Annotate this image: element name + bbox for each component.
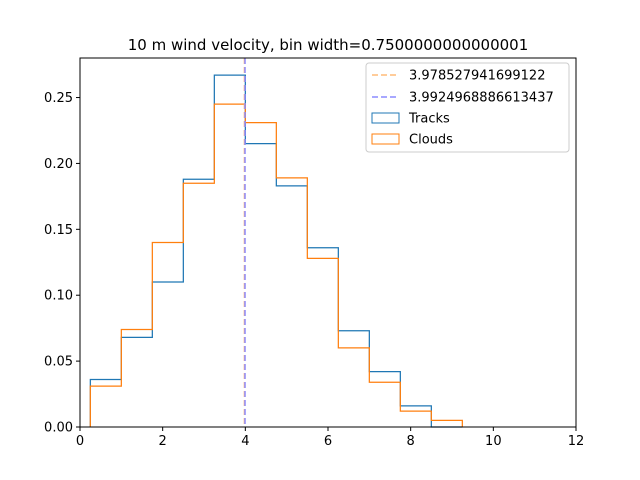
y-tick-label: 0.25 xyxy=(44,91,73,106)
y-tick-label: 0.05 xyxy=(44,355,73,370)
x-tick-label: 8 xyxy=(407,434,415,449)
clouds-bin-bar xyxy=(307,258,338,427)
clouds-bin-bar xyxy=(90,386,121,427)
y-tick-label: 0.20 xyxy=(44,157,73,172)
x-tick-label: 10 xyxy=(485,434,502,449)
y-tick-label: 0.15 xyxy=(44,223,73,238)
clouds-bin-bar xyxy=(400,411,431,427)
legend-label: Tracks xyxy=(408,112,450,127)
clouds-bin-bar xyxy=(245,123,276,427)
x-tick-label: 2 xyxy=(159,434,167,449)
legend-patch-swatch xyxy=(371,112,400,124)
x-tick-label: 4 xyxy=(241,434,249,449)
clouds-bin-bar xyxy=(276,178,307,427)
legend-label: 3.9924968886613437 xyxy=(409,91,554,106)
legend: 3.978527941699122 3.9924968886613437 Track… xyxy=(365,62,570,153)
clouds-bin-bar xyxy=(338,348,369,427)
clouds-bin-bar xyxy=(214,104,245,427)
clouds-bin-bar xyxy=(152,243,183,428)
clouds-bin-bar xyxy=(183,183,214,427)
legend-box xyxy=(365,62,570,153)
x-tick-label: 0 xyxy=(76,434,84,449)
legend-label: 3.978527941699122 xyxy=(409,69,545,84)
x-tick-label: 6 xyxy=(324,434,332,449)
legend-patch-swatch xyxy=(371,133,400,145)
x-tick-label: 12 xyxy=(568,434,585,449)
clouds-bin-bar xyxy=(369,382,400,427)
clouds-histogram-outline xyxy=(89,103,463,427)
axes: 0 2 4 6 8 10 12 0.00 0.05 0.10 0.15 0.20 0.25 xyxy=(44,57,585,449)
clouds-bin-bar xyxy=(431,420,462,427)
clouds-bin-bar xyxy=(121,329,152,427)
y-tick-label: 0.00 xyxy=(44,421,73,436)
legend-label: Clouds xyxy=(409,133,453,148)
chart-title: 10 m wind velocity, bin width=0.75000000… xyxy=(128,36,529,54)
plot-area xyxy=(89,58,463,428)
y-tick-label: 0.10 xyxy=(44,289,73,304)
